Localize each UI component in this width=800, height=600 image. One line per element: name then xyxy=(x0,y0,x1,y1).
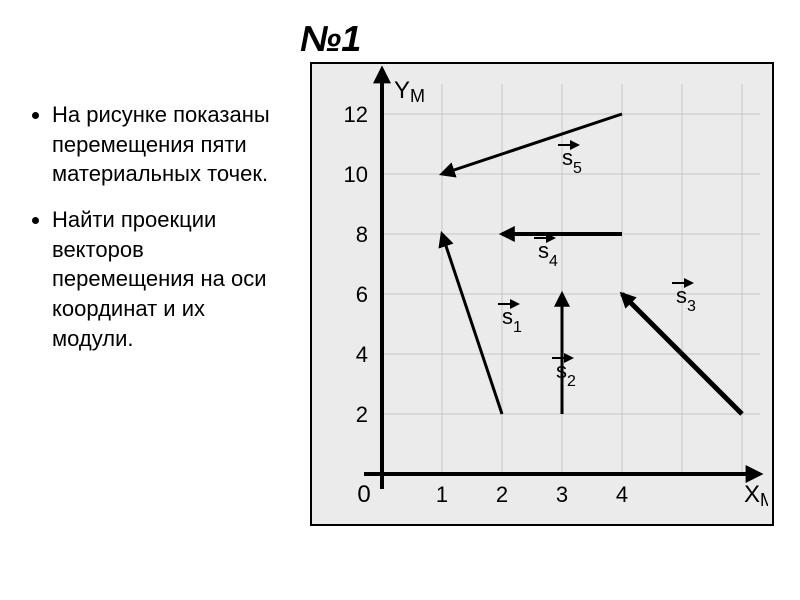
vector-label-s1: s1 xyxy=(502,304,522,336)
problem-text: На рисунке показаны перемещения пяти мат… xyxy=(30,100,290,370)
vector-label-s4: s4 xyxy=(538,238,558,270)
svg-text:1: 1 xyxy=(436,482,448,507)
svg-text:0: 0 xyxy=(357,481,370,508)
svg-text:10: 10 xyxy=(344,162,368,187)
svg-text:YМ: YМ xyxy=(394,77,425,106)
svg-text:4: 4 xyxy=(356,342,368,367)
svg-text:2: 2 xyxy=(356,402,368,427)
svg-text:8: 8 xyxy=(356,222,368,247)
problem-number: №1 xyxy=(300,18,361,60)
vector-s1 xyxy=(442,234,502,414)
vector-s5 xyxy=(442,114,622,174)
vector-label-s3: s3 xyxy=(676,283,696,315)
displacement-chart: 1234246810120XМYМs1s2s3s4s5 xyxy=(310,62,774,526)
svg-text:12: 12 xyxy=(344,102,368,127)
svg-text:XМ: XМ xyxy=(744,481,768,510)
vector-label-s2: s2 xyxy=(556,358,576,390)
svg-text:6: 6 xyxy=(356,282,368,307)
svg-text:2: 2 xyxy=(496,482,508,507)
svg-text:3: 3 xyxy=(556,482,568,507)
vector-label-s5: s5 xyxy=(562,145,582,177)
svg-text:4: 4 xyxy=(616,482,628,507)
bullet-2: Найти проекции векторов перемещения на о… xyxy=(52,205,290,353)
bullet-1: На рисунке показаны перемещения пяти мат… xyxy=(52,100,290,189)
